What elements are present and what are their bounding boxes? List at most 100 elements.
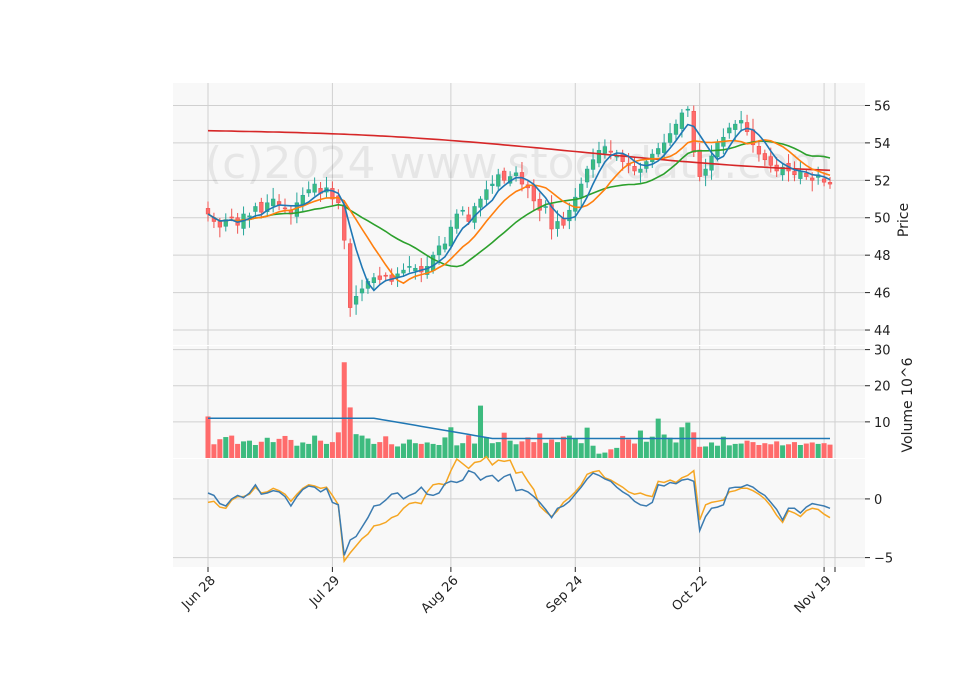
volume-bar <box>329 442 335 458</box>
volume-bar <box>525 437 531 458</box>
volume-bar <box>549 439 555 458</box>
volume-bar <box>786 444 792 458</box>
price-tick-label: 44 <box>874 324 891 339</box>
volume-bar <box>744 440 750 458</box>
volume-bar <box>685 422 691 458</box>
volume-average-line <box>208 417 830 440</box>
candle-body <box>679 112 685 129</box>
volume-bar <box>312 435 318 458</box>
volume-bar <box>424 442 430 458</box>
volume-panel <box>173 346 865 458</box>
volume-bar <box>602 452 608 458</box>
volume-bar <box>720 436 726 458</box>
ma-fast-line <box>207 123 831 292</box>
volume-bar <box>738 443 744 458</box>
volume-bar <box>264 437 270 458</box>
candle-body <box>780 166 785 176</box>
ma-long-line <box>207 129 831 172</box>
volume-bar <box>430 443 436 458</box>
volume-bar <box>649 436 655 458</box>
volume-bar <box>318 440 324 458</box>
oscillator-main-line <box>207 469 831 556</box>
candle-body <box>596 150 602 164</box>
candle-body <box>460 209 465 212</box>
candle-body <box>359 288 365 294</box>
volume-bar <box>762 443 768 458</box>
volume-bar <box>750 442 756 458</box>
candle-body <box>821 178 827 183</box>
volume-bar <box>709 442 715 458</box>
candle-body <box>425 266 430 275</box>
x-tick-label: Jul 29 <box>306 573 343 610</box>
volume-bar <box>673 442 679 458</box>
candle-body <box>727 127 732 134</box>
volume-bar <box>714 445 720 458</box>
volume-bar <box>703 446 709 458</box>
candle-body <box>762 153 767 161</box>
candle-body <box>792 171 797 175</box>
price-tick-label: 50 <box>874 212 891 227</box>
volume-bar <box>412 443 418 458</box>
candle-body <box>549 204 554 230</box>
volume-bar <box>679 427 685 458</box>
ma-slow-line <box>207 140 831 268</box>
candle-body <box>223 219 228 227</box>
price-tick-label: 46 <box>874 287 891 302</box>
candle-body <box>371 277 377 284</box>
volume-bar <box>620 435 626 458</box>
volume-bar <box>691 432 697 458</box>
volume-bar <box>347 407 353 458</box>
candle-body <box>543 206 548 208</box>
volume-bar <box>827 444 833 458</box>
candle-body <box>205 208 211 215</box>
volume-bar <box>809 442 815 458</box>
candle-body <box>253 206 258 212</box>
volume-bar <box>365 438 371 458</box>
volume-bar <box>205 416 211 458</box>
osc-tick-label: 0 <box>874 493 882 508</box>
candle-body <box>620 154 625 162</box>
volume-bar <box>400 443 407 458</box>
volume-bar <box>803 443 809 458</box>
candle-body <box>353 296 359 305</box>
volume-bar <box>306 443 312 458</box>
candle-body <box>756 146 762 155</box>
volume-bar <box>418 443 424 458</box>
ma-mid-line <box>207 139 831 285</box>
price-tick-label: 54 <box>874 137 891 152</box>
volume-bar <box>596 453 602 458</box>
volume-bar <box>780 445 786 458</box>
candle-body <box>490 183 495 186</box>
volume-bar <box>229 435 235 458</box>
volume-bar <box>560 436 566 458</box>
candle-body <box>703 168 708 176</box>
volume-bar <box>501 432 507 458</box>
volume-bar <box>519 441 525 458</box>
candle-body <box>436 245 442 256</box>
volume-bar <box>732 443 738 458</box>
x-axis-ticks: Jun 28 Jul 29 Aug 26 Sep 24 Oct 22 Nov 19 <box>179 567 836 616</box>
candle-body <box>395 273 400 278</box>
candle-body <box>271 198 276 207</box>
volume-bar <box>791 442 797 458</box>
candle-body <box>537 198 542 211</box>
volume-bar <box>235 443 241 458</box>
volume-tick-label: 20 <box>874 380 891 395</box>
candle-body <box>217 221 222 228</box>
volume-bar <box>258 441 264 458</box>
volume-bar <box>223 437 229 458</box>
volume-bar <box>341 362 347 458</box>
volume-bar <box>797 444 803 458</box>
candle-body <box>656 148 661 155</box>
volume-bar <box>537 433 543 458</box>
volume-bar <box>395 446 401 458</box>
candle-body <box>478 198 483 208</box>
volume-bar <box>353 434 359 458</box>
volume-bar <box>495 442 501 458</box>
x-tick-label: Oct 22 <box>669 573 710 614</box>
candle-body <box>448 226 454 247</box>
candle-body <box>513 172 519 176</box>
candle-body <box>502 170 507 181</box>
volume-bar <box>276 438 282 458</box>
volume-bar <box>726 445 732 458</box>
